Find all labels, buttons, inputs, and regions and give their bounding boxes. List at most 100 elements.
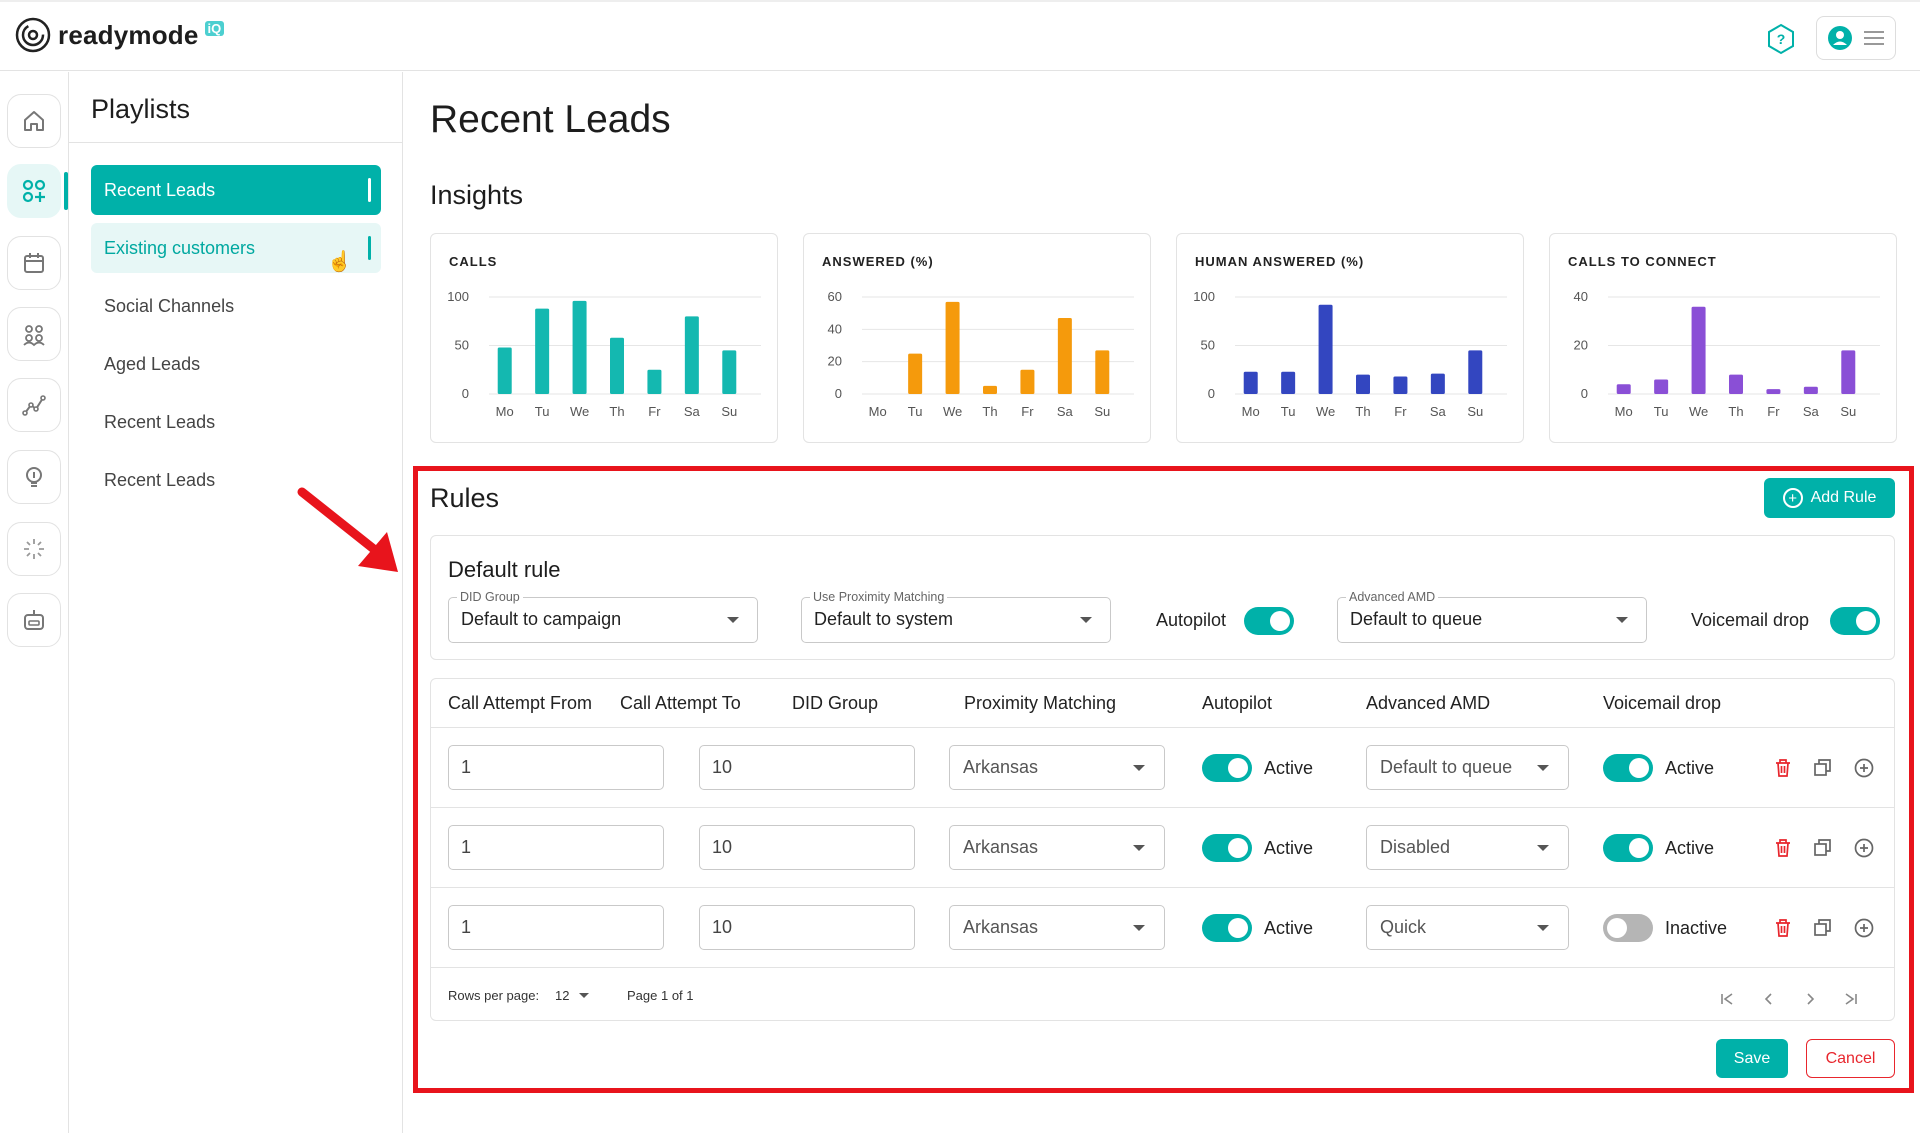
x-tick-label: Fr [1394,404,1407,419]
rail-analytics-button[interactable] [7,378,61,432]
cancel-button[interactable]: Cancel [1806,1039,1895,1078]
rules-title: Rules [430,483,500,513]
rail-playlists-button[interactable] [7,164,61,218]
drag-handle[interactable] [368,236,371,260]
advanced-amd-select[interactable]: Advanced AMD Default to queue [1337,590,1647,643]
bar-tu [908,353,923,394]
logo[interactable]: readymode iQ [14,16,225,54]
bot-icon [24,610,44,630]
duplicate-icon[interactable] [1812,837,1834,859]
autopilot-toggle[interactable] [1202,914,1252,942]
bar-tu [1654,379,1669,394]
advanced-amd-select[interactable]: Default to queue [1366,745,1569,790]
delete-icon[interactable] [1772,757,1794,779]
y-tick-label: 0 [835,386,842,401]
page-info: Page 1 of 1 [627,988,694,1003]
playlist-item-existing-customers[interactable]: Existing customers ☝ [91,223,381,273]
proximity-matching-select[interactable]: Arkansas [949,905,1165,950]
bar-th [610,337,624,394]
call-attempt-from-input[interactable]: 1 [448,825,664,870]
logo-text: readymode [58,19,199,50]
delete-icon[interactable] [1772,837,1794,859]
bar-tu [535,308,550,394]
rail-home-button[interactable] [7,94,61,148]
voicemail-drop-toggle[interactable] [1830,607,1880,635]
bar-su [722,350,737,394]
answered-chart: 60 40 20 0 Mo Tu We Th Fr Sa Su [828,289,1134,419]
playlist-item-label: Recent Leads [104,180,216,200]
chart-title: CALLS TO CONNECT [1568,254,1717,269]
rail-calendar-button[interactable] [7,236,61,290]
delete-icon[interactable] [1772,917,1794,939]
rail-activity-button[interactable] [7,522,61,576]
call-attempt-to-input[interactable]: 10 [699,905,915,950]
did-group-select[interactable]: DID Group Default to campaign [448,590,758,643]
human-answered-chart: 100 50 0 Mo Tu We Th Fr Sa Su [1193,289,1507,419]
plus-circle-icon: + [1782,488,1803,508]
bar-we [572,300,587,394]
x-tick-label: Sa [1430,404,1447,419]
insights-title: Insights [430,180,524,210]
y-tick-label: 0 [462,386,469,401]
help-icon[interactable]: ? [1764,22,1798,56]
y-tick-label: 40 [828,321,842,336]
playlist-item-recent-leads-2[interactable]: Recent Leads [91,397,381,447]
playlist-item-social-channels[interactable]: Social Channels [91,281,381,331]
rail-ideas-button[interactable] [7,450,61,504]
advanced-amd-select[interactable]: Quick [1366,905,1569,950]
proximity-matching-select[interactable]: Arkansas [949,825,1165,870]
add-row-icon[interactable] [1853,837,1875,859]
call-attempt-to-input[interactable]: 10 [699,745,915,790]
previous-page-icon[interactable] [1761,991,1777,1007]
first-page-icon[interactable] [1719,991,1735,1007]
save-button[interactable]: Save [1716,1039,1788,1078]
call-attempt-to-input[interactable]: 10 [699,825,915,870]
x-tick-label: Mo [1615,404,1633,419]
rail-team-button[interactable] [7,307,61,361]
bar-fr [1020,369,1035,394]
user-menu-button[interactable] [1816,16,1896,60]
drag-handle[interactable] [368,178,371,202]
rail-bot-button[interactable] [7,593,61,647]
call-attempt-from-input[interactable]: 1 [448,745,664,790]
duplicate-icon[interactable] [1812,917,1834,939]
duplicate-icon[interactable] [1812,757,1834,779]
next-page-icon[interactable] [1802,991,1818,1007]
rows-per-page-select[interactable]: 12 [555,985,595,1007]
select-value: Arkansas [963,837,1039,857]
logo-badge: iQ [204,20,225,36]
x-tick-label: Tu [1281,404,1296,419]
add-row-icon[interactable] [1853,917,1875,939]
playlist-item-label: Existing customers [104,238,256,258]
bar-su [1841,350,1856,394]
playlist-item-recent-leads[interactable]: Recent Leads [91,165,381,215]
y-tick-label: 50 [455,338,469,353]
voicemail-drop-toggle[interactable] [1603,914,1653,942]
add-rule-button[interactable]: + Add Rule [1764,478,1895,518]
x-tick-label: Fr [1767,404,1780,419]
chart-title: HUMAN ANSWERED (%) [1195,254,1365,269]
playlist-item-aged-leads[interactable]: Aged Leads [91,339,381,389]
chevron-down-icon [1133,765,1145,771]
bar-th [1356,374,1370,394]
autopilot-toggle[interactable] [1244,607,1294,635]
pointer-cursor-icon: ☝ [327,251,352,273]
last-page-icon[interactable] [1843,991,1859,1007]
call-attempt-from-input[interactable]: 1 [448,905,664,950]
bar-sa [1803,386,1818,394]
rows-per-page-label: Rows per page: [448,988,540,1003]
voicemail-drop-toggle[interactable] [1603,754,1653,782]
add-row-icon[interactable] [1853,757,1875,779]
autopilot-toggle[interactable] [1202,754,1252,782]
row-divider [431,887,1894,888]
advanced-amd-select[interactable]: Disabled [1366,825,1569,870]
column-header: DID Group [792,693,879,713]
y-tick-label: 100 [447,289,469,304]
proximity-matching-select[interactable]: Arkansas [949,745,1165,790]
proximity-matching-select[interactable]: Use Proximity Matching Default to system [801,590,1111,643]
playlist-item-recent-leads-3[interactable]: Recent Leads [91,455,381,505]
voicemail-drop-toggle[interactable] [1603,834,1653,862]
playlists-panel: Playlists Recent Leads Existing customer… [69,72,403,1133]
autopilot-toggle[interactable] [1202,834,1252,862]
bar-sa [1430,373,1445,394]
